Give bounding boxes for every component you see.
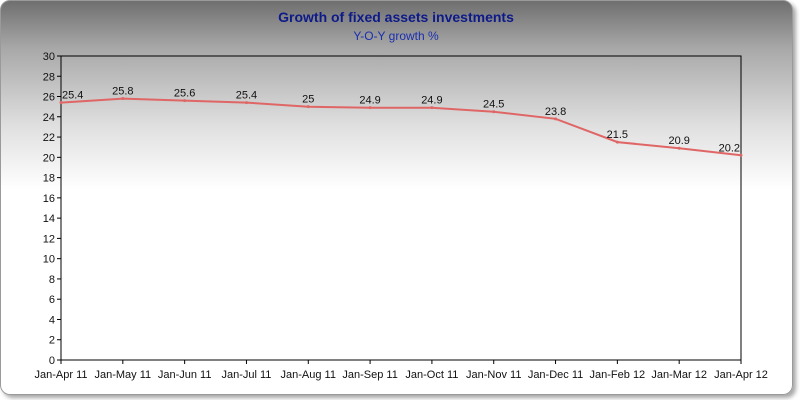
y-tick-label: 30 [43,51,55,63]
data-point [615,140,619,144]
data-point [183,99,187,103]
data-point [121,97,125,101]
data-point [430,106,434,110]
data-label: 23.8 [545,106,566,118]
y-tick-label: 12 [43,233,55,245]
chart-subtitle: Y-O-Y growth % [353,29,439,43]
x-tick-label: Jan-Oct 11 [405,369,458,381]
x-tick-label: Jan-Apr 11 [35,369,88,381]
x-tick-label: Jan-Feb 12 [590,369,646,381]
x-tick-label: Jan-Dec 11 [528,369,583,381]
y-tick-label: 14 [43,213,55,225]
data-point [368,106,372,110]
y-tick-label: 28 [43,71,55,83]
data-label: 25.4 [62,90,83,102]
data-point [306,105,310,109]
y-tick-label: 18 [43,173,55,185]
data-label: 24.9 [359,95,380,107]
series-line: 25.4 25.8 25.6 25.4 25 24.9 24.9 24.5 23.8 21.5 20… [59,86,743,157]
x-tick-label: Jan-Sep 11 [342,369,397,381]
x-tick-label: Jan-May 11 [94,369,151,381]
y-tick-label: 6 [49,294,55,306]
x-tick-label: Jan-Jul 11 [221,369,271,381]
x-tick-label: Jan-Nov 11 [466,369,521,381]
y-tick-label: 8 [49,274,55,286]
chart-frame: Growth of fixed assets investments Y-O-Y… [0,0,793,395]
x-tick-label: Jan-Apr 12 [714,369,768,381]
y-tick-label: 24 [43,112,55,124]
x-tick-label: Jan-Mar 12 [651,369,707,381]
data-label: 20.2 [719,142,740,154]
data-label: 25.4 [236,90,257,102]
x-tick-label: Jan-Jun 11 [158,369,212,381]
data-point [739,153,743,157]
data-label: 25 [302,94,314,106]
y-tick-label: 4 [49,314,55,326]
plot-area [60,55,742,361]
y-tick-label: 22 [43,132,55,144]
data-label: 20.9 [668,135,689,147]
data-label: 24.9 [421,95,442,107]
data-label: 21.5 [607,129,628,141]
x-tick-label: Jan-Aug 11 [281,369,336,381]
x-axis: Jan-Apr 11 Jan-May 11 Jan-Jun 11 Jan-Jul 11… [35,360,768,381]
series-polyline [60,97,742,157]
data-point [244,101,248,105]
data-point [554,117,558,121]
line-chart: Growth of fixed assets investments Y-O-Y… [35,9,768,381]
chart-title: Growth of fixed assets investments [278,9,514,25]
y-tick-label: 0 [49,355,55,367]
y-tick-label: 16 [43,193,55,205]
y-tick-label: 20 [43,152,55,164]
data-point [492,110,496,114]
data-point [677,146,681,150]
y-tick-label: 2 [49,335,55,347]
data-label: 24.5 [483,99,504,111]
data-label: 25.6 [174,88,195,100]
y-tick-label: 26 [43,92,55,104]
data-label: 25.8 [112,86,133,98]
data-point [59,101,63,105]
y-tick-label: 10 [43,254,55,266]
